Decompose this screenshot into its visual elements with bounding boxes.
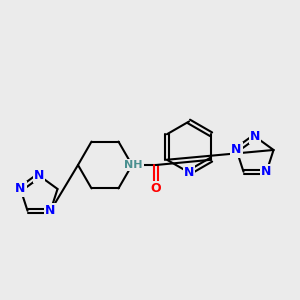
Text: N: N (34, 169, 44, 182)
Text: NH: NH (124, 160, 143, 170)
Text: N: N (250, 130, 260, 143)
Text: N: N (261, 165, 272, 178)
Text: N: N (45, 204, 56, 217)
Text: N: N (15, 182, 26, 196)
Text: O: O (151, 182, 161, 196)
Text: N: N (184, 166, 194, 179)
Text: N: N (231, 143, 242, 157)
